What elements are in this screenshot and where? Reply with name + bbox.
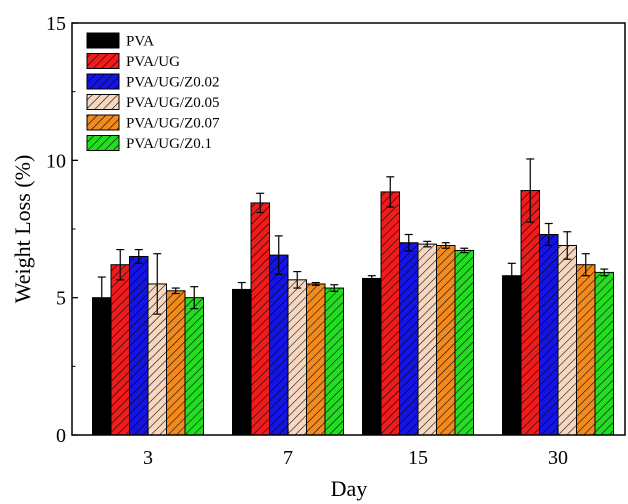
legend-label: PVA/UG/Z0.1 bbox=[126, 136, 212, 152]
y-tick-label: 10 bbox=[46, 150, 66, 172]
error-bar bbox=[544, 222, 553, 247]
legend-item: PVA/UG bbox=[86, 53, 180, 70]
bar-pva-ug-day-15 bbox=[380, 191, 400, 436]
error-bar bbox=[441, 242, 450, 249]
error-bar bbox=[171, 287, 180, 295]
error-bar bbox=[367, 275, 376, 282]
error-bar bbox=[386, 176, 395, 208]
error-bar bbox=[153, 253, 162, 315]
bar-pva-ug-z0-1-day-15 bbox=[454, 249, 474, 436]
error-bar bbox=[97, 276, 106, 319]
error-bar bbox=[526, 158, 535, 223]
x-tick-label: 3 bbox=[143, 447, 153, 469]
x-axis-label: Day bbox=[331, 476, 368, 501]
error-bar bbox=[274, 235, 283, 275]
bar-pva-ug-z0-05-day-15 bbox=[417, 243, 437, 436]
bars-layer bbox=[92, 158, 614, 436]
legend-swatch bbox=[86, 73, 120, 90]
legend-swatch bbox=[86, 135, 120, 151]
error-bar bbox=[581, 253, 590, 277]
bar-pva-ug-z0-02-day-3 bbox=[129, 255, 149, 436]
error-bar bbox=[563, 231, 572, 260]
bar-pva-ug-z0-07-day-15 bbox=[436, 244, 456, 436]
bar-pva-ug-z0-07-day-30 bbox=[576, 264, 596, 436]
bar-pva-ug-z0-02-day-15 bbox=[399, 242, 419, 436]
bar-pva-ug-z0-1-day-3 bbox=[184, 297, 204, 436]
error-bar bbox=[190, 286, 199, 310]
legend-swatch bbox=[86, 114, 120, 131]
bar-pva-ug-day-30 bbox=[520, 190, 540, 436]
ticks-layer: 0 5 10 15 3 7 15 30 bbox=[46, 13, 568, 469]
error-bar bbox=[311, 281, 320, 286]
x-tick-label: 15 bbox=[408, 447, 428, 469]
legend: PVA PVA/UG PVA/UG/Z0.02 PVA/UG/Z0.05 PVA/UG/… bbox=[86, 32, 220, 152]
x-tick-label: 30 bbox=[548, 447, 568, 469]
y-tick-label: 15 bbox=[46, 13, 66, 35]
y-tick-label: 0 bbox=[56, 425, 66, 447]
error-bar bbox=[600, 268, 609, 277]
bar-pva-ug-z0-07-day-3 bbox=[166, 290, 186, 436]
bar-pva-ug-z0-02-day-30 bbox=[539, 233, 559, 436]
error-bar bbox=[293, 270, 302, 289]
legend-label: PVA/UG bbox=[126, 54, 180, 70]
bar-pva-ug-z0-07-day-7 bbox=[306, 283, 326, 436]
legend-item: PVA/UG/Z0.02 bbox=[86, 73, 220, 91]
error-bar bbox=[256, 192, 265, 214]
legend-swatch bbox=[86, 32, 120, 49]
error-bar bbox=[460, 247, 469, 254]
legend-item: PVA/UG/Z0.1 bbox=[86, 135, 212, 152]
bar-pva-ug-z0-1-day-30 bbox=[594, 271, 614, 436]
bar-pva-ug-day-3 bbox=[110, 264, 130, 436]
bar-pva-ug-z0-05-day-7 bbox=[287, 279, 307, 436]
error-bar bbox=[404, 233, 413, 252]
bar-pva-ug-z0-1-day-7 bbox=[324, 287, 344, 436]
error-bar bbox=[507, 262, 516, 289]
x-tick-label: 7 bbox=[283, 447, 293, 469]
bar-pva-day-7 bbox=[232, 288, 252, 436]
legend-label: PVA/UG/Z0.07 bbox=[126, 116, 220, 132]
legend-item: PVA bbox=[86, 32, 154, 50]
y-axis-label: Weight Loss (%) bbox=[10, 155, 35, 304]
legend-item: PVA/UG/Z0.05 bbox=[86, 94, 220, 111]
bar-pva-ug-day-7 bbox=[250, 202, 270, 436]
bar-pva-ug-z0-02-day-7 bbox=[269, 254, 289, 436]
error-bar bbox=[134, 249, 143, 264]
bar-pva-ug-z0-05-day-30 bbox=[557, 244, 577, 436]
error-bar bbox=[237, 281, 246, 297]
y-tick-label: 5 bbox=[56, 288, 66, 310]
legend-item: PVA/UG/Z0.07 bbox=[86, 114, 220, 132]
bar-pva-day-15 bbox=[362, 277, 382, 436]
legend-swatch bbox=[86, 53, 120, 69]
legend-label: PVA bbox=[126, 34, 154, 50]
legend-label: PVA/UG/Z0.02 bbox=[126, 75, 220, 91]
legend-swatch bbox=[86, 94, 120, 110]
error-bar bbox=[423, 240, 432, 248]
legend-label: PVA/UG/Z0.05 bbox=[126, 95, 220, 111]
bar-pva-day-30 bbox=[502, 275, 522, 436]
error-bar bbox=[116, 249, 125, 281]
error-bar bbox=[330, 284, 339, 292]
